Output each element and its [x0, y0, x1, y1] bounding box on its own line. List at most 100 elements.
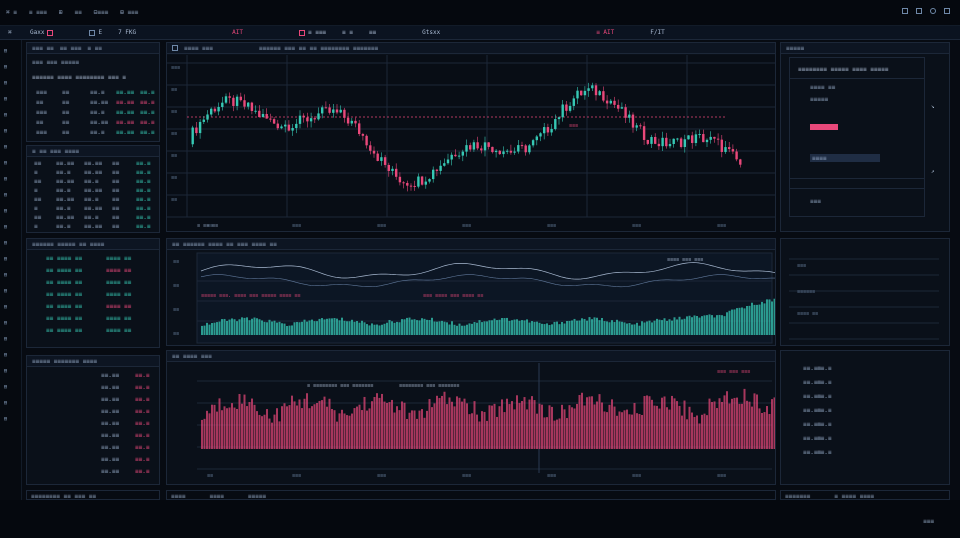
main-chart-symbol[interactable]: ≡≡≡≡ ≡≡≡	[184, 44, 213, 52]
watchlist-tab-0[interactable]: ≡≡≡ ≡≡	[32, 44, 54, 52]
rail-tool-icon[interactable]: ▤	[4, 400, 8, 406]
table-row[interactable]: ≡≡.≡≡ ≡≡.≡	[87, 432, 155, 439]
watchlist-tab-2[interactable]: ≡ ≡≡	[87, 44, 102, 52]
rail-tool-icon[interactable]: ▤	[4, 416, 8, 422]
top-menu-item[interactable]: ≡≡	[74, 9, 82, 16]
main-chart-title[interactable]: ≡≡≡≡≡≡ ≡≡≡ ≡≡ ≡≡ ≡≡≡≡≡≡≡≡ ≡≡≡≡≡≡≡	[258, 44, 379, 52]
apple-icon[interactable]: ⌘	[8, 29, 12, 36]
status-item[interactable]: ≡≡≡≡≡≡≡	[785, 493, 811, 500]
table-row[interactable]: ≡≡ ≡≡≡≡ ≡≡ ≡≡≡≡ ≡≡	[32, 303, 155, 310]
top-menu-item[interactable]: ⊞ ≡≡≡	[120, 9, 139, 16]
table-row[interactable]: ≡≡.≡≡ ≡≡.≡	[87, 372, 155, 379]
table-row[interactable]: ≡≡.≡≡ ≡≡.≡	[803, 421, 945, 428]
table-row[interactable]: ≡≡.≡≡ ≡≡.≡	[87, 384, 155, 391]
tab-1[interactable]: E	[81, 26, 110, 40]
top-menu-item[interactable]: ⌘ ≡	[6, 9, 17, 16]
tab-6[interactable]: ≡≡	[368, 29, 377, 36]
rail-tool-icon[interactable]: ▤	[4, 256, 8, 262]
gear-icon[interactable]	[902, 8, 908, 14]
top-menu-item[interactable]: ≡ ≡≡≡	[28, 9, 47, 16]
table-row[interactable]: ≡≡≡ ≡≡ ≡≡.≡ ≡≡.≡≡ ≡≡.≡	[32, 109, 155, 116]
rail-tool-icon[interactable]: ▤	[4, 384, 8, 390]
table-row[interactable]: ≡≡ ≡≡.≡≡ ≡≡.≡ ≡≡ ≡≡.≡	[32, 178, 155, 185]
rail-tool-icon[interactable]: ▤	[4, 128, 8, 134]
status-item[interactable]: ≡≡≡≡≡	[247, 493, 266, 500]
table-row[interactable]: ≡≡.≡≡ ≡≡.≡	[803, 379, 945, 386]
table-row[interactable]: ≡≡.≡≡ ≡≡.≡	[803, 365, 945, 372]
rail-tool-icon[interactable]: ▤	[4, 304, 8, 310]
user-icon[interactable]	[916, 8, 922, 14]
table-row[interactable]: ≡ ≡≡.≡ ≡≡.≡≡ ≡≡ ≡≡.≡	[32, 223, 155, 230]
table-row[interactable]: ≡≡ ≡≡.≡≡ ≡≡.≡ ≡≡ ≡≡.≡	[32, 196, 155, 203]
tab-4[interactable]: ≡ ≡≡≡	[291, 26, 334, 40]
table-row[interactable]: ≡≡ ≡≡.≡≡ ≡≡.≡ ≡≡ ≡≡.≡	[32, 214, 155, 221]
table-row[interactable]: ≡≡ ≡≡≡≡ ≡≡ ≡≡≡≡ ≡≡	[32, 267, 155, 274]
table-row[interactable]: ≡≡.≡≡ ≡≡.≡	[87, 444, 155, 451]
rail-tool-icon[interactable]: ▤	[4, 48, 8, 54]
rail-tool-icon[interactable]: ▤	[4, 176, 8, 182]
rail-tool-icon[interactable]: ▤	[4, 224, 8, 230]
table-row[interactable]: ≡≡.≡≡ ≡≡.≡	[803, 393, 945, 400]
candle-body	[568, 105, 572, 111]
indicator-bar	[273, 320, 276, 335]
volume-chart[interactable]: ≡ ≡≡≡≡≡≡≡≡ ≡≡≡ ≡≡≡≡≡≡≡ ≡≡≡≡≡≡≡≡ ≡≡≡ ≡≡≡≡≡…	[167, 363, 775, 484]
table-row[interactable]: ≡≡ ≡≡ ≡≡.≡≡ ≡≡.≡≡ ≡≡.≡	[32, 119, 155, 126]
rail-tool-icon[interactable]: ▤	[4, 320, 8, 326]
rail-tool-icon[interactable]: ▤	[4, 192, 8, 198]
table-row[interactable]: ≡ ≡≡.≡ ≡≡.≡≡ ≡≡ ≡≡.≡	[32, 169, 155, 176]
depth-arrow-icon[interactable]: ↘	[931, 103, 935, 110]
indicator-chart[interactable]: ≡≡≡≡ ≡≡≡ ≡≡≡ ≡≡≡≡≡ ≡≡≡. ≡≡≡≡ ≡≡≡ ≡≡≡≡≡ ≡≡…	[167, 251, 775, 345]
table-row[interactable]: ≡ ≡≡.≡ ≡≡.≡≡ ≡≡ ≡≡.≡	[32, 205, 155, 212]
watchlist-tab-1[interactable]: ≡≡ ≡≡≡	[59, 44, 82, 52]
tab-3[interactable]: AIT	[232, 29, 243, 36]
rail-tool-icon[interactable]: ▤	[4, 368, 8, 374]
rail-tool-icon[interactable]: ▤	[4, 80, 8, 86]
table-row[interactable]: ≡≡.≡≡ ≡≡.≡	[87, 468, 155, 475]
rail-tool-icon[interactable]: ▤	[4, 288, 8, 294]
table-row[interactable]: ≡≡.≡≡ ≡≡.≡	[803, 449, 945, 456]
table-row[interactable]: ≡≡ ≡≡ ≡≡.≡≡ ≡≡.≡≡ ≡≡.≡	[32, 99, 155, 106]
status-item[interactable]: ≡≡≡≡	[171, 493, 186, 500]
rail-tool-icon[interactable]: ▤	[4, 336, 8, 342]
candle-body	[735, 151, 738, 160]
tab-8[interactable]: ≡ AIT	[596, 29, 615, 36]
rail-tool-icon[interactable]: ▤	[4, 144, 8, 150]
menu-icon[interactable]	[944, 8, 950, 14]
rail-tool-icon[interactable]: ▤	[4, 208, 8, 214]
table-row[interactable]: ≡ ≡≡.≡ ≡≡.≡≡ ≡≡ ≡≡.≡	[32, 187, 155, 194]
top-menu-item[interactable]: ⊞	[58, 9, 63, 16]
table-row[interactable]: ≡≡ ≡≡.≡≡ ≡≡.≡≡ ≡≡ ≡≡.≡	[32, 160, 155, 167]
table-row[interactable]: ≡≡ ≡≡≡≡ ≡≡ ≡≡≡≡ ≡≡	[32, 279, 155, 286]
table-row[interactable]: ≡≡≡ ≡≡ ≡≡.≡ ≡≡.≡≡ ≡≡.≡	[32, 89, 155, 96]
table-row[interactable]: ≡≡ ≡≡≡≡ ≡≡ ≡≡≡≡ ≡≡	[32, 291, 155, 298]
tab-9[interactable]: F/IT	[650, 29, 665, 36]
table-row[interactable]: ≡≡ ≡≡≡≡ ≡≡ ≡≡≡≡ ≡≡	[32, 327, 155, 334]
table-row[interactable]: ≡≡≡ ≡≡ ≡≡.≡ ≡≡.≡≡ ≡≡.≡	[32, 129, 155, 136]
status-item[interactable]: ≡ ≡≡≡≡ ≡≡≡≡	[834, 493, 875, 500]
table-row[interactable]: ≡≡.≡≡ ≡≡.≡	[87, 420, 155, 427]
tab-7[interactable]: Gtsxx	[422, 29, 441, 36]
table-row[interactable]: ≡≡ ≡≡≡≡ ≡≡ ≡≡≡≡ ≡≡	[32, 315, 155, 322]
tab-2[interactable]: 7 FKG	[118, 29, 137, 36]
chart-icon[interactable]	[172, 45, 178, 51]
rail-tool-icon[interactable]: ▤	[4, 272, 8, 278]
table-row[interactable]: ≡≡.≡≡ ≡≡.≡	[87, 396, 155, 403]
candlestick-chart[interactable]: ≡≡≡≡≡≡≡≡≡≡≡≡≡≡≡≡≡≡≡≡ ≡≡≡ ≡≡≡ ≡≡≡ ≡≡≡ ≡≡≡ ≡≡≡≡ …	[167, 55, 775, 231]
table-row[interactable]: ≡≡.≡≡ ≡≡.≡	[87, 408, 155, 415]
rail-tool-icon[interactable]: ▤	[4, 112, 8, 118]
table-row[interactable]: ≡≡.≡≡ ≡≡.≡	[87, 456, 155, 463]
search-icon[interactable]	[930, 8, 936, 14]
rail-tool-icon[interactable]: ▤	[4, 352, 8, 358]
depth-arrow-icon[interactable]: ↗	[931, 168, 935, 175]
rail-tool-icon[interactable]: ▤	[4, 96, 8, 102]
rail-tool-icon[interactable]: ▤	[4, 160, 8, 166]
status-item[interactable]: ≡≡≡≡	[209, 493, 224, 500]
top-menu-item[interactable]: ⊟≡≡≡	[93, 9, 109, 16]
tab-5[interactable]: ≡ ≡	[342, 29, 353, 36]
rail-tool-icon[interactable]: ▤	[4, 240, 8, 246]
tab-0[interactable]: Gaxx	[22, 26, 61, 40]
table-row[interactable]: ≡≡.≡≡ ≡≡.≡	[803, 435, 945, 442]
rail-tool-icon[interactable]: ▤	[4, 64, 8, 70]
table-row[interactable]: ≡≡ ≡≡≡≡ ≡≡ ≡≡≡≡ ≡≡	[32, 255, 155, 262]
table-row[interactable]: ≡≡.≡≡ ≡≡.≡	[803, 407, 945, 414]
